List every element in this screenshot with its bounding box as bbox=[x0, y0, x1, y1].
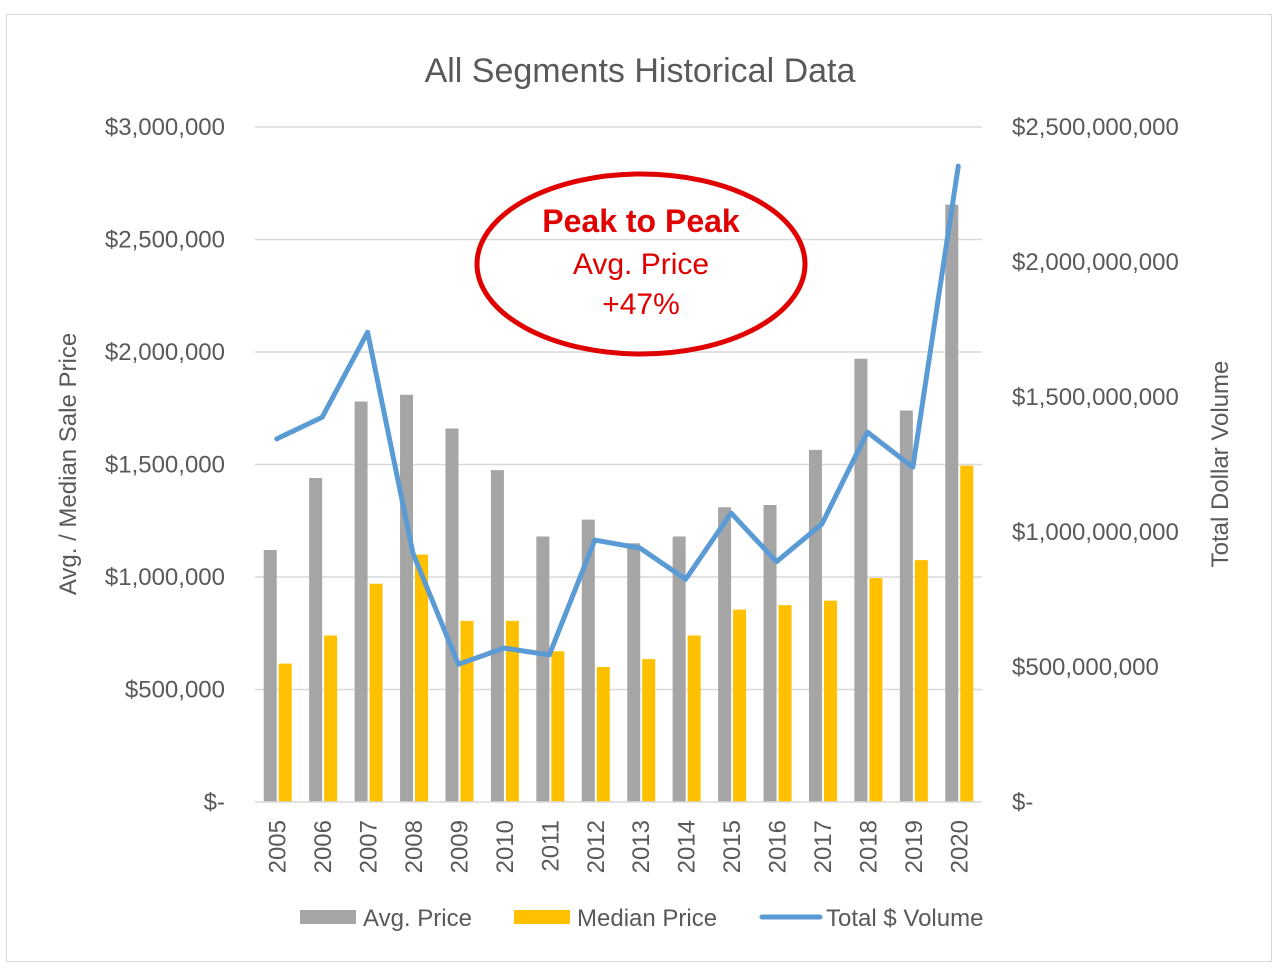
bar-median-price bbox=[596, 667, 610, 802]
bar-median-price bbox=[914, 560, 928, 802]
bar-avg-price bbox=[672, 536, 686, 802]
volume-line bbox=[274, 163, 961, 667]
x-tick-label: 2018 bbox=[855, 820, 882, 873]
legend-label-median-price: Median Price bbox=[577, 905, 717, 932]
y-tick-label: $2,000,000 bbox=[105, 339, 225, 366]
annotation-line-2: Avg. Price bbox=[573, 248, 709, 281]
annotation-ellipse bbox=[474, 171, 808, 357]
left-axis-ticks: $- $500,000 $1,000,000 $1,500,000 $2,000,000… bbox=[105, 114, 225, 816]
right-axis-ticks: $- $500,000,000 $1,000,000,000 $1,500,000,0… bbox=[1012, 114, 1179, 816]
x-tick-label: 2015 bbox=[719, 820, 746, 873]
legend-label-total-volume: Total $ Volume bbox=[826, 905, 983, 932]
bar-avg-price bbox=[354, 401, 368, 802]
bar-avg-price bbox=[581, 519, 595, 802]
bar-avg-price bbox=[854, 358, 868, 802]
legend-swatch-avg-price bbox=[300, 910, 356, 924]
y-tick-label: $2,500,000 bbox=[105, 227, 225, 254]
bar-median-price bbox=[324, 635, 338, 802]
legend-label-avg-price: Avg. Price bbox=[363, 905, 472, 932]
x-tick-label: 2017 bbox=[810, 820, 837, 873]
bar-median-price bbox=[278, 663, 292, 802]
bar-median-price bbox=[687, 635, 701, 802]
bar-median-price bbox=[505, 620, 519, 802]
x-tick-label: 2005 bbox=[265, 820, 292, 873]
bars bbox=[263, 204, 974, 802]
bar-median-price bbox=[960, 465, 974, 802]
bar-avg-price bbox=[763, 505, 777, 802]
x-tick-label: 2013 bbox=[628, 820, 655, 873]
bar-median-price bbox=[778, 605, 792, 802]
bar-median-price bbox=[551, 651, 565, 802]
x-tick-label: 2019 bbox=[901, 820, 928, 873]
x-tick-label: 2009 bbox=[446, 820, 473, 873]
bar-avg-price bbox=[627, 543, 641, 802]
bar-median-price bbox=[869, 578, 883, 802]
bar-median-price bbox=[823, 600, 837, 802]
y2-tick-label: $1,500,000,000 bbox=[1012, 384, 1179, 411]
x-tick-label: 2011 bbox=[537, 820, 564, 872]
bar-avg-price bbox=[945, 204, 959, 802]
x-tick-label: 2008 bbox=[401, 820, 428, 873]
bar-median-price bbox=[733, 609, 747, 802]
y-tick-label: $1,000,000 bbox=[105, 564, 225, 591]
bar-avg-price bbox=[263, 550, 277, 802]
y2-tick-label: $1,000,000,000 bbox=[1012, 519, 1179, 546]
bar-median-price bbox=[369, 583, 383, 802]
y2-tick-label: $2,500,000,000 bbox=[1012, 114, 1179, 141]
annotation-line-1: Peak to Peak bbox=[542, 203, 740, 239]
bar-median-price bbox=[460, 620, 474, 802]
bar-avg-price bbox=[899, 410, 913, 802]
y-tick-label: $- bbox=[204, 789, 225, 816]
bar-avg-price bbox=[490, 470, 504, 802]
legend: Avg. Price Median Price Total $ Volume bbox=[300, 905, 983, 932]
legend-swatch-median-price bbox=[514, 910, 570, 924]
y2-tick-label: $500,000,000 bbox=[1012, 654, 1159, 681]
annotation-line-3: +47% bbox=[602, 288, 680, 321]
x-tick-label: 2016 bbox=[765, 820, 792, 873]
bar-avg-price bbox=[536, 536, 550, 802]
y-axis-title: Avg. / Median Sale Price bbox=[55, 333, 82, 595]
x-tick-label: 2014 bbox=[674, 820, 701, 873]
y2-axis-title: Total Dollar Volume bbox=[1207, 361, 1234, 568]
x-axis-ticks: 2005 2006 2007 2008 2009 2010 2011 2012 2013 2014… bbox=[265, 820, 974, 873]
x-tick-label: 2012 bbox=[583, 820, 610, 873]
y-tick-label: $1,500,000 bbox=[105, 452, 225, 479]
x-tick-label: 2020 bbox=[946, 820, 973, 873]
y2-tick-label: $- bbox=[1012, 789, 1033, 816]
chart-title: All Segments Historical Data bbox=[425, 52, 856, 90]
x-tick-label: 2010 bbox=[492, 820, 519, 873]
bar-avg-price bbox=[718, 507, 732, 802]
peak-annotation: Peak to Peak Avg. Price +47% bbox=[474, 171, 808, 357]
line-total-volume bbox=[274, 163, 961, 667]
bar-avg-price bbox=[309, 478, 323, 802]
bar-avg-price bbox=[400, 394, 414, 802]
bar-median-price bbox=[415, 554, 429, 802]
y2-tick-label: $2,000,000,000 bbox=[1012, 249, 1179, 276]
x-tick-label: 2006 bbox=[310, 820, 337, 873]
y-tick-label: $500,000 bbox=[125, 677, 225, 704]
bar-median-price bbox=[642, 659, 656, 802]
x-tick-label: 2007 bbox=[356, 820, 383, 873]
bar-avg-price bbox=[808, 449, 822, 802]
y-tick-label: $3,000,000 bbox=[105, 114, 225, 141]
bar-avg-price bbox=[445, 428, 459, 802]
